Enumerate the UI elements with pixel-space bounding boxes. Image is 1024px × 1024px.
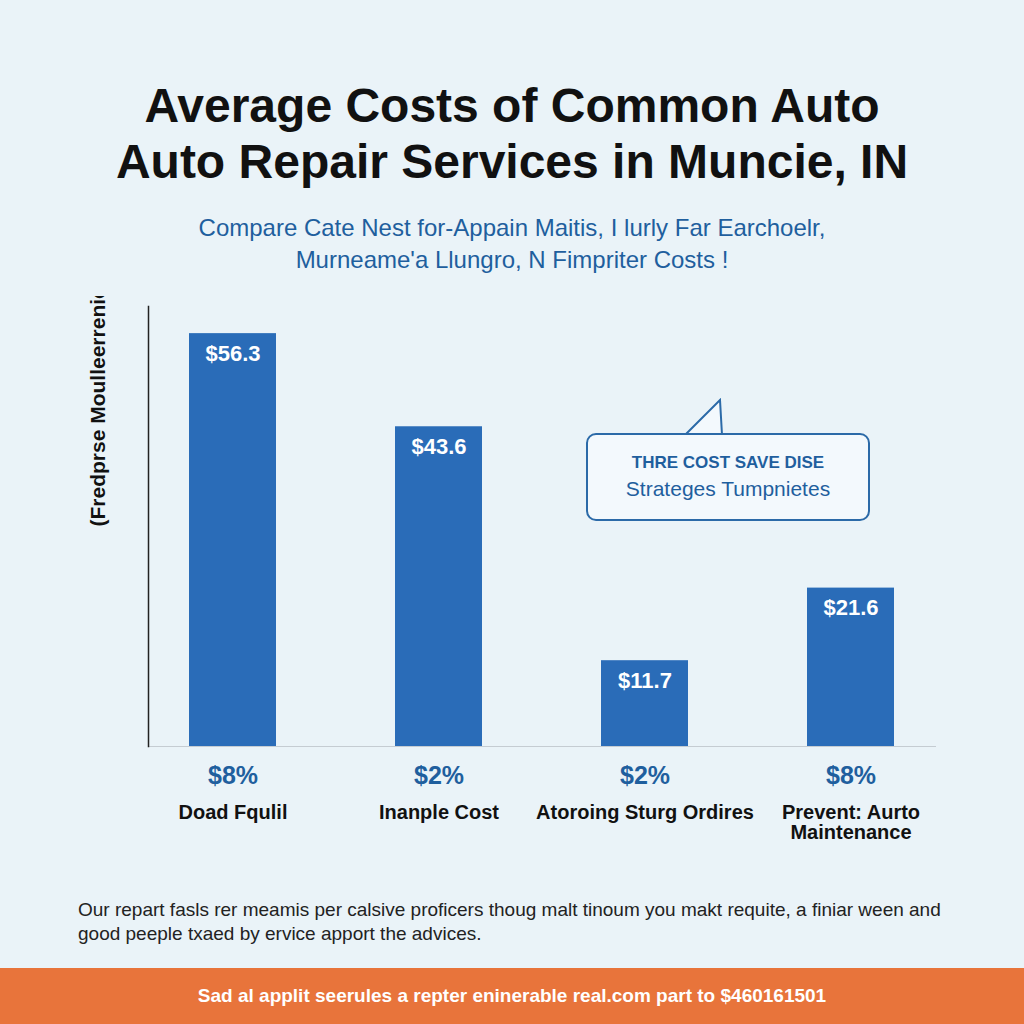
svg-text:$21.6: $21.6 (823, 595, 878, 620)
html-text:Strateges Tumpnietes: Strateges Tumpnietes (625, 477, 831, 500)
svg-text:$8%: $8% (826, 761, 876, 789)
html-text:Sad al applit seerules a repte: Sad al applit seerules a repter eninerab… (197, 985, 827, 1006)
html-text:Our repart fasls rer meamis pe: Our repart fasls rer meamis per calsive … (78, 899, 941, 944)
svg-text:$2%: $2% (414, 761, 464, 789)
svg-text:Doad Fqulil: Doad Fqulil (179, 801, 288, 823)
html-text:Compare Cate Nest for-Appain M: Compare Cate Nest for-Appain Maitis, I l… (198, 214, 826, 273)
svg-text:$56.3: $56.3 (205, 341, 260, 366)
html-text:Average Costs of Common Auto A: Average Costs of Common Auto Auto Repair… (115, 79, 909, 188)
svg-text:(Fredprse Moulleerrenicnc ): (Fredprse Moulleerrenicnc ) (86, 296, 109, 527)
html-text:THRE COST SAVE DISE: THRE COST SAVE DISE (631, 453, 825, 472)
svg-text:$2%: $2% (620, 761, 670, 789)
svg-text:Inanple Cost: Inanple Cost (379, 801, 499, 823)
svg-text:Atoroing Sturg Ordires: Atoroing Sturg Ordires (536, 801, 754, 823)
svg-text:$8%: $8% (208, 761, 258, 789)
svg-text:$11.7: $11.7 (618, 668, 672, 693)
svg-text:$43.6: $43.6 (411, 434, 466, 459)
svg-text:Prevent: AurtoMaintenance: Prevent: AurtoMaintenance (782, 801, 920, 843)
